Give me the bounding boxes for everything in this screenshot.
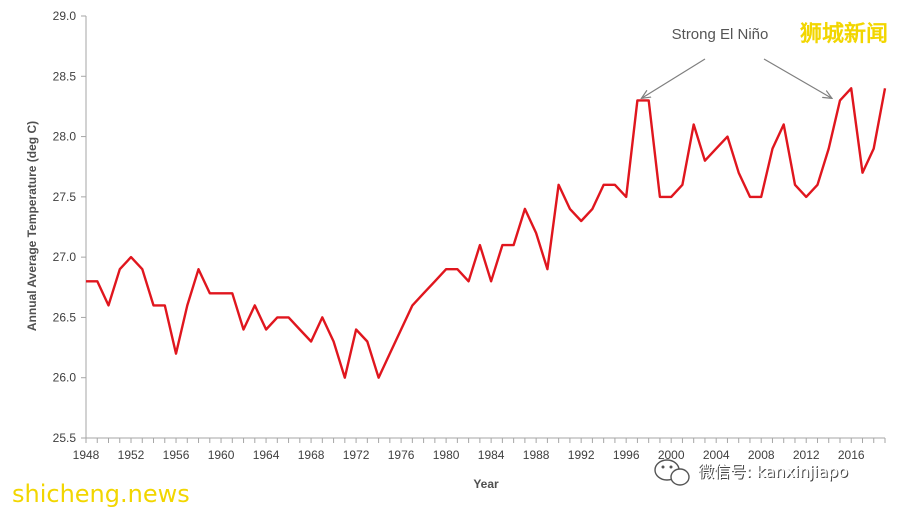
y-tick-label: 25.5 xyxy=(53,431,77,445)
x-tick-label: 1980 xyxy=(433,448,460,462)
annotation-arrow xyxy=(641,58,706,98)
series-line xyxy=(86,87,887,379)
x-tick-label: 2004 xyxy=(703,448,730,462)
x-tick-label: 2000 xyxy=(658,448,685,462)
watermark-bottom-left: shicheng.news xyxy=(12,480,190,508)
y-tick-label: 26.5 xyxy=(53,310,77,324)
wechat-icon xyxy=(654,459,690,486)
x-tick-label: 1976 xyxy=(388,448,415,462)
y-axis-ticks: 25.5 26.0 26.5 27.0 27.5 28.0 28.5 29.0 xyxy=(53,9,86,445)
annotations: Strong El Niño xyxy=(641,26,832,98)
watermark-bottom-right-shadow: 微信号: kanxinjiapo xyxy=(699,463,849,482)
x-tick-label: 2008 xyxy=(748,448,775,462)
annotation-label: Strong El Niño xyxy=(672,26,769,43)
x-tick-label: 1984 xyxy=(478,448,505,462)
x-tick-label: 1968 xyxy=(298,448,325,462)
x-tick-label: 1956 xyxy=(163,448,190,462)
watermark-top-right: 狮城新闻 xyxy=(800,21,888,47)
x-tick-label: 1972 xyxy=(343,448,370,462)
y-tick-label: 26.0 xyxy=(53,371,77,385)
x-tick-label: 1964 xyxy=(253,448,280,462)
series-group xyxy=(86,87,887,379)
x-axis-title: Year xyxy=(473,477,499,491)
x-tick-label: 1960 xyxy=(208,448,235,462)
x-tick-label: 1988 xyxy=(523,448,550,462)
x-tick-label: 1952 xyxy=(118,448,145,462)
y-tick-label: 27.5 xyxy=(53,190,77,204)
annotation-arrow xyxy=(763,58,832,98)
y-tick-label: 27.0 xyxy=(53,250,77,264)
y-tick-label: 28.5 xyxy=(53,69,77,83)
watermark-bottom-right: 微信号: kanxinjiapo xyxy=(698,462,848,481)
y-axis-title: Annual Average Temperature (deg C) xyxy=(25,121,39,331)
axes xyxy=(85,16,885,439)
x-tick-label: 2016 xyxy=(838,448,865,462)
x-axis-ticks: 1948 1952 1956 1960 1964 1968 1972 1976 1980 1984… xyxy=(73,438,886,462)
x-tick-label: 2012 xyxy=(793,448,820,462)
y-tick-label: 29.0 xyxy=(53,9,77,23)
x-tick-label: 1948 xyxy=(73,448,100,462)
y-tick-label: 28.0 xyxy=(53,130,77,144)
x-tick-label: 1996 xyxy=(613,448,640,462)
x-tick-label: 1992 xyxy=(568,448,595,462)
